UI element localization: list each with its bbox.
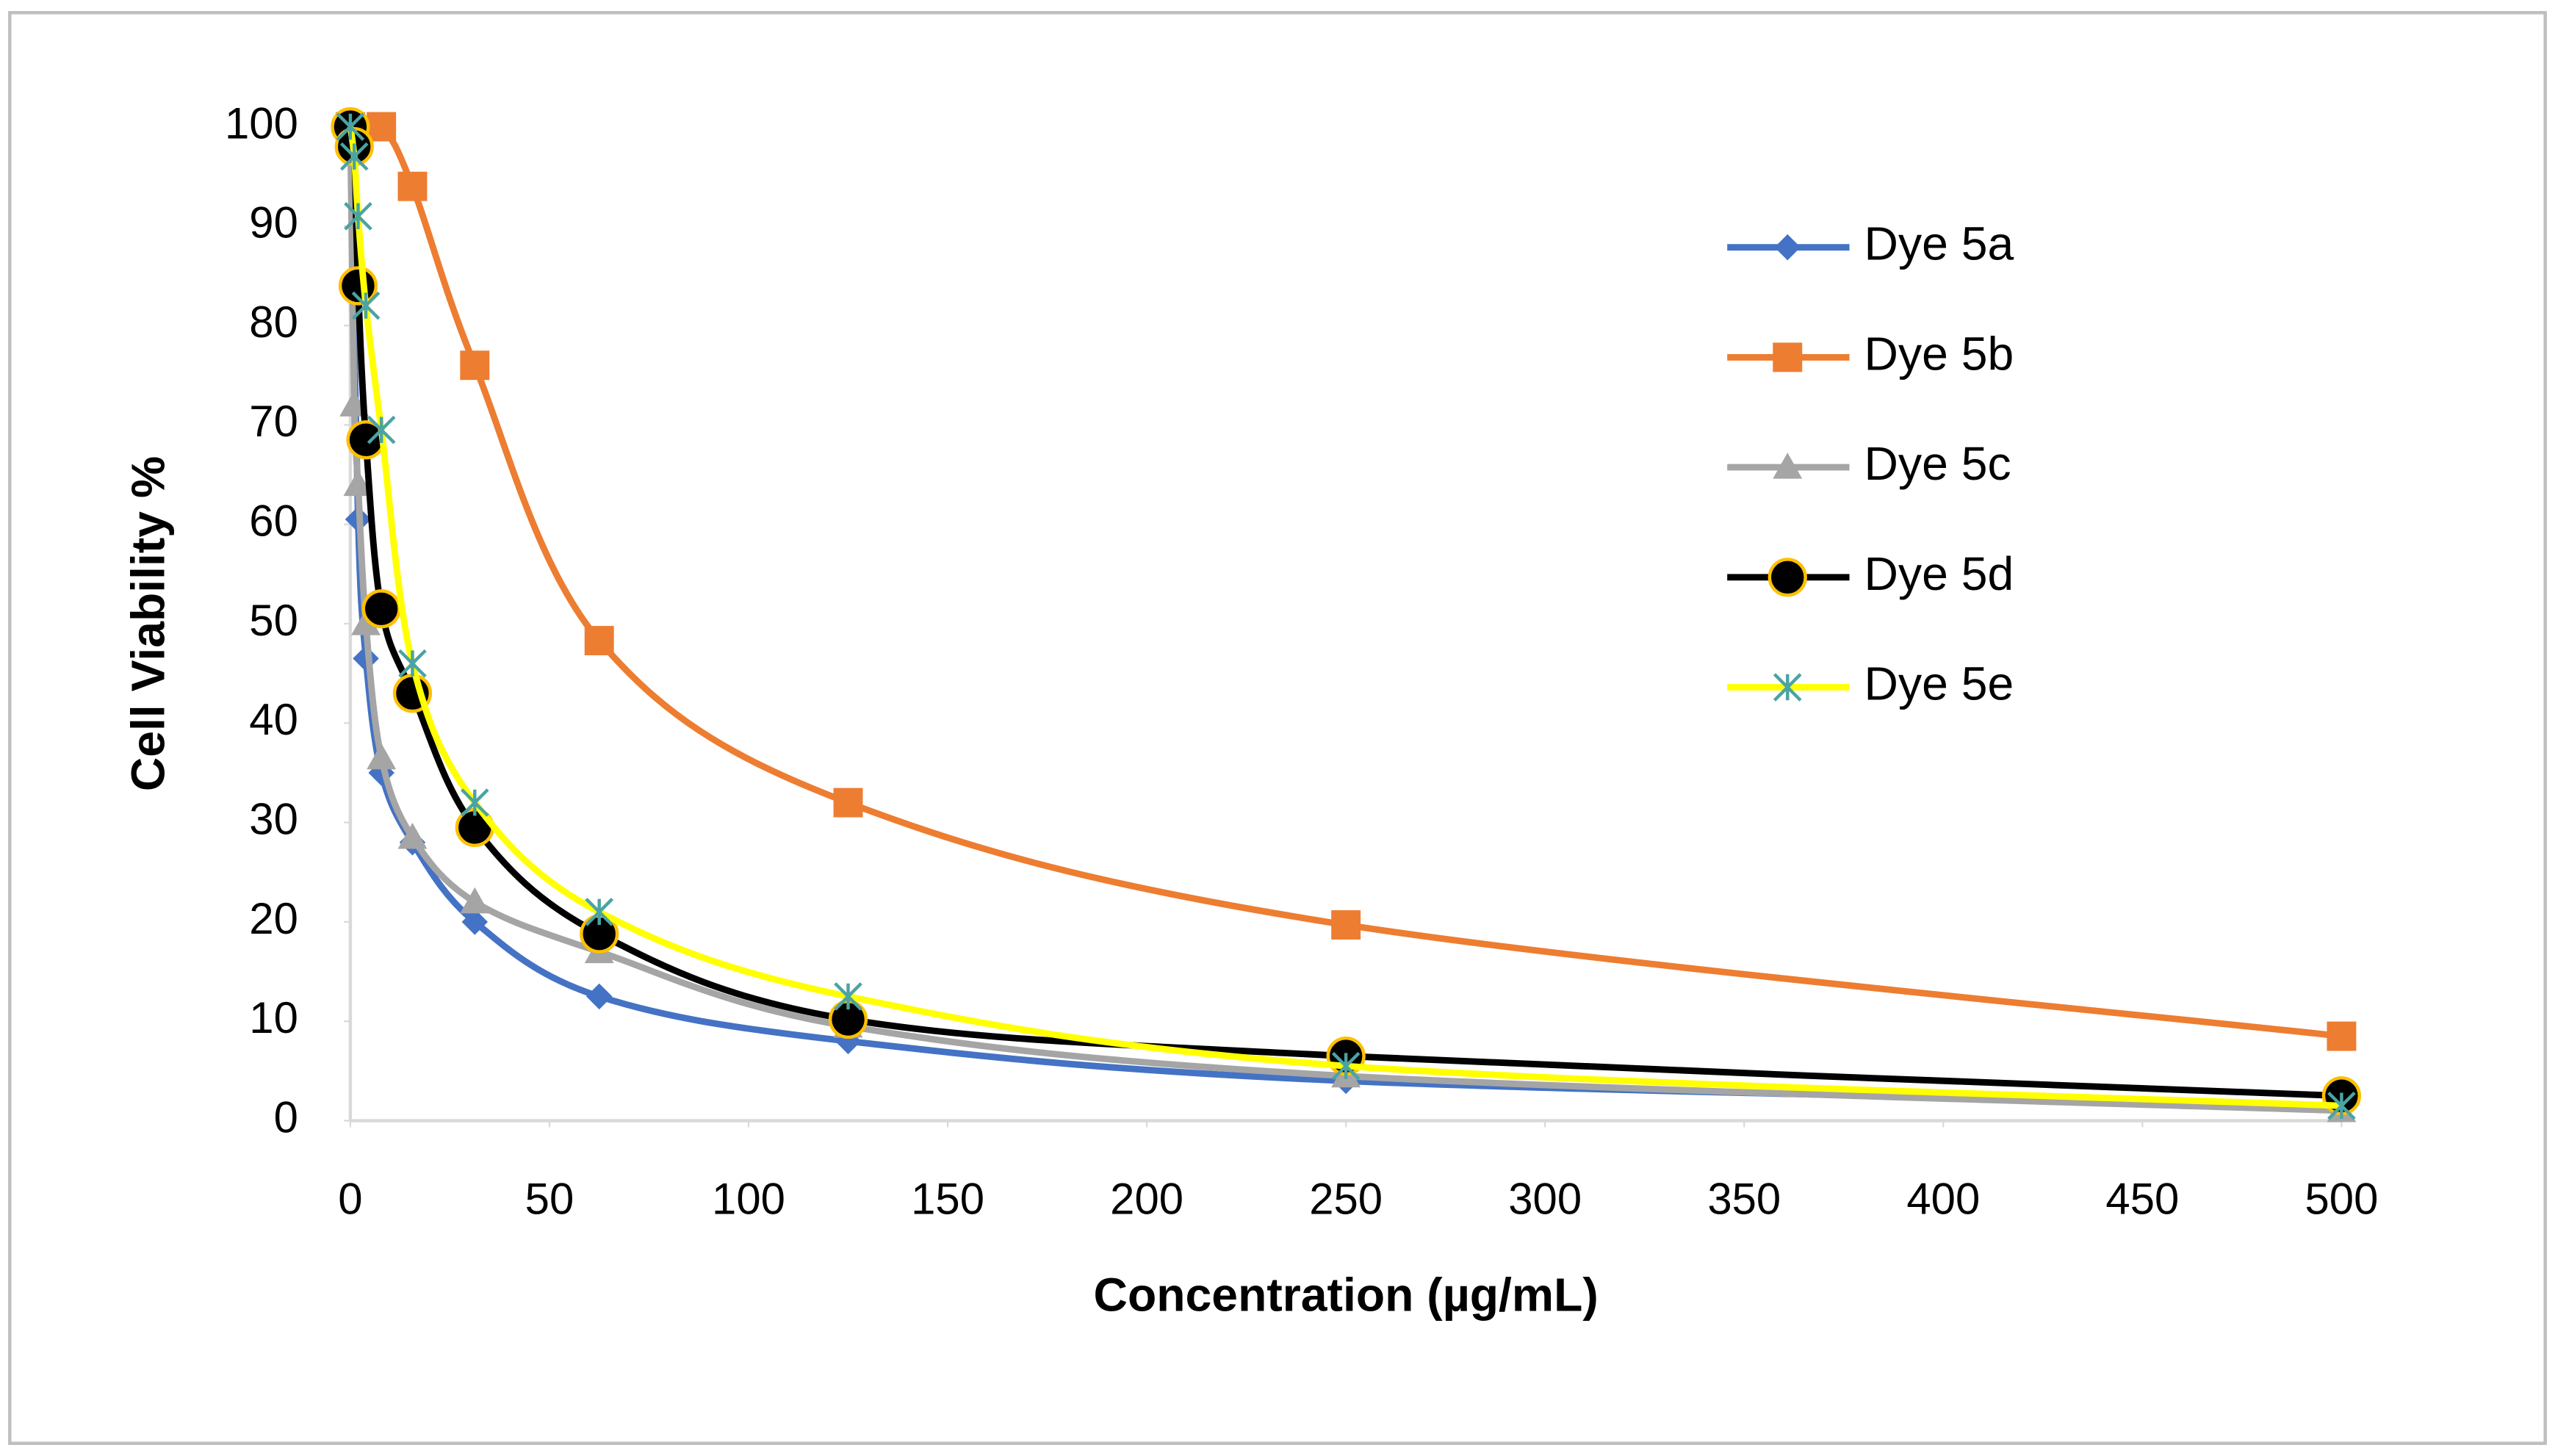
marker — [2327, 1091, 2356, 1120]
x-tick-label: 450 — [2105, 1174, 2179, 1223]
x-tick-label: 500 — [2304, 1174, 2378, 1223]
legend-entry: Dye 5b — [1727, 327, 2014, 380]
legend-label: Dye 5a — [1864, 217, 2014, 270]
legend-entry: Dye 5e — [1727, 657, 2014, 710]
y-tick-label: 90 — [249, 198, 298, 248]
marker — [585, 898, 614, 926]
legend-label: Dye 5d — [1864, 547, 2014, 600]
x-tick-label: 400 — [1906, 1174, 1980, 1223]
y-tick-label: 10 — [249, 993, 298, 1042]
y-tick-label: 60 — [249, 497, 298, 546]
marker — [339, 142, 369, 171]
x-axis-title: Concentration (µg/mL) — [1094, 1268, 1599, 1321]
legend-marker — [1773, 453, 1803, 479]
marker — [397, 171, 428, 201]
marker — [460, 350, 490, 381]
marker — [367, 743, 397, 770]
marker — [344, 201, 372, 231]
legend-label: Dye 5b — [1864, 327, 2014, 380]
marker — [584, 626, 614, 656]
series-line — [347, 124, 2342, 1100]
series-line — [347, 126, 2342, 1114]
marker — [460, 887, 490, 914]
y-axis-title: Cell Viability % — [121, 456, 174, 791]
marker — [397, 822, 428, 849]
x-tick-label: 300 — [1508, 1174, 1582, 1223]
marker — [2327, 1021, 2357, 1051]
y-tick-label: 30 — [249, 794, 298, 843]
marker — [336, 112, 365, 141]
chart-border — [8, 11, 2547, 1445]
y-tick-label: 80 — [249, 298, 298, 347]
marker — [343, 469, 373, 497]
legend-label: Dye 5e — [1864, 657, 2014, 710]
legend-marker — [1773, 673, 1802, 702]
marker — [461, 909, 489, 935]
legend-entry: Dye 5c — [1727, 437, 2011, 490]
y-tick-label: 100 — [225, 98, 298, 148]
marker — [367, 415, 396, 444]
series-line — [350, 119, 2342, 1039]
marker — [833, 788, 863, 818]
marker — [834, 982, 862, 1011]
x-tick-label: 200 — [1110, 1174, 1183, 1223]
legend-entry: Dye 5a — [1727, 217, 2014, 270]
marker — [367, 112, 397, 142]
marker — [460, 788, 489, 817]
legend-marker — [1767, 558, 1807, 597]
y-tick-label: 70 — [249, 397, 298, 446]
marker — [1331, 1051, 1361, 1081]
x-tick-label: 0 — [338, 1174, 362, 1223]
series-line — [347, 126, 2342, 1109]
y-tick-label: 0 — [274, 1092, 298, 1142]
x-tick-label: 100 — [712, 1174, 785, 1223]
x-tick-label: 150 — [911, 1174, 984, 1223]
marker — [398, 649, 427, 678]
marker — [1331, 910, 1361, 940]
marker — [585, 983, 613, 1010]
marker — [351, 609, 381, 635]
legend-marker — [1773, 342, 1803, 372]
y-tick-label: 20 — [249, 894, 298, 943]
legend-entry: Dye 5d — [1727, 547, 2014, 600]
y-tick-label: 40 — [249, 695, 298, 744]
x-tick-label: 350 — [1707, 1174, 1781, 1223]
legend-label: Dye 5c — [1864, 437, 2011, 490]
marker — [361, 589, 401, 629]
marker — [351, 291, 381, 320]
x-tick-label: 50 — [525, 1174, 574, 1223]
x-tick-label: 250 — [1309, 1174, 1383, 1223]
y-tick-label: 50 — [249, 596, 298, 645]
